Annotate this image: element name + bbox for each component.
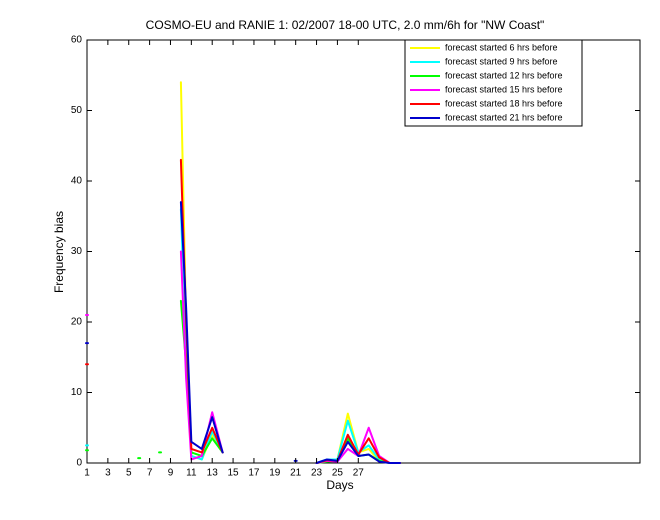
legend-label: forecast started 12 hrs before	[445, 70, 563, 80]
legend-label: forecast started 9 hrs before	[445, 56, 558, 66]
x-tick-label: 1	[84, 468, 90, 479]
y-axis-label: Frequency bias	[52, 211, 66, 293]
x-tick-label: 3	[105, 468, 111, 479]
x-tick-label: 17	[248, 468, 260, 479]
series-line	[179, 250, 224, 461]
series-line	[179, 201, 224, 454]
legend-label: forecast started 21 hrs before	[445, 112, 563, 122]
x-tick-label: 21	[290, 468, 302, 479]
x-tick-label: 7	[147, 468, 153, 479]
y-tick-label: 0	[76, 458, 82, 469]
y-tick-label: 20	[71, 317, 83, 328]
x-tick-label: 15	[228, 468, 240, 479]
x-tick-label: 19	[269, 468, 281, 479]
chart-title: COSMO-EU and RANIE 1: 02/2007 18-00 UTC,…	[146, 18, 545, 32]
x-tick-label: 25	[332, 468, 344, 479]
x-tick-label: 27	[353, 468, 365, 479]
y-tick-label: 60	[71, 35, 83, 46]
x-tick-label: 5	[126, 468, 132, 479]
legend-label: forecast started 15 hrs before	[445, 84, 563, 94]
y-tick-label: 30	[71, 246, 83, 257]
x-axis-label: Days	[326, 478, 353, 492]
x-tick-label: 23	[311, 468, 323, 479]
x-tick-label: 9	[168, 468, 174, 479]
y-tick-label: 10	[71, 387, 83, 398]
y-tick-label: 50	[71, 105, 83, 116]
legend-box	[404, 39, 583, 127]
y-tick-label: 40	[71, 176, 83, 187]
legend-label: forecast started 6 hrs before	[445, 42, 558, 52]
x-tick-label: 11	[186, 468, 197, 479]
series-line	[315, 440, 402, 464]
legend-label: forecast started 18 hrs before	[445, 98, 563, 108]
x-tick-label: 13	[207, 468, 219, 479]
